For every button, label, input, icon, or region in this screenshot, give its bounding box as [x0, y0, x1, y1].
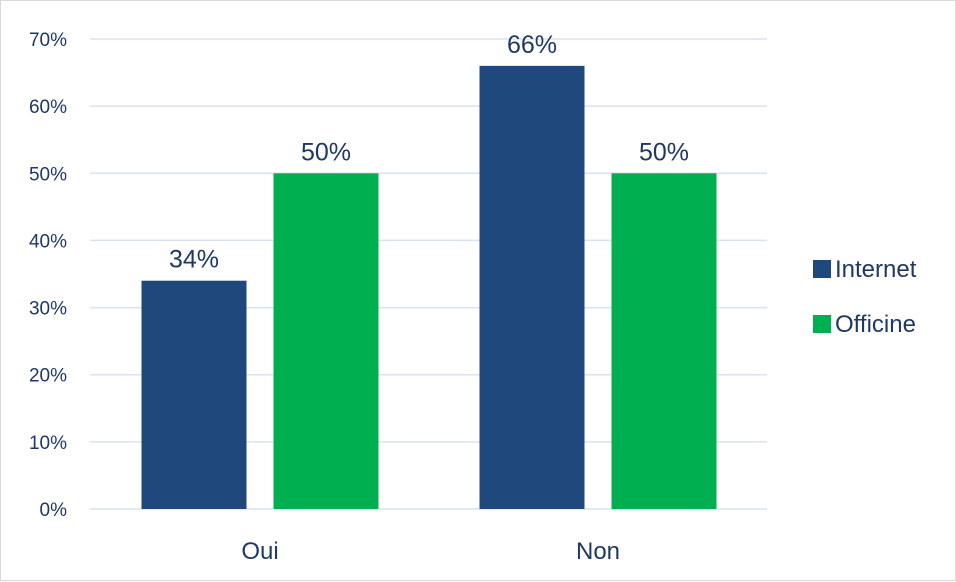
data-label: 66% — [507, 31, 557, 59]
y-tick-label: 60% — [29, 97, 67, 118]
legend-swatch-internet — [813, 260, 831, 278]
bars — [141, 65, 717, 510]
y-tick-label: 10% — [29, 433, 67, 454]
legend-label: Internet — [835, 256, 917, 283]
bar-internet-oui — [141, 280, 247, 509]
bar-officine-oui — [273, 173, 379, 510]
bar-internet-non — [479, 65, 585, 509]
y-tick-label: 20% — [29, 366, 67, 387]
legend: Internet Officine — [813, 256, 917, 338]
y-tick-label: 40% — [29, 231, 67, 252]
x-axis-categories: Oui Non — [241, 538, 620, 565]
legend-swatch-officine — [813, 315, 831, 333]
bar-officine-non — [611, 173, 717, 510]
y-tick-label: 0% — [40, 500, 68, 521]
data-label: 50% — [639, 138, 689, 166]
data-labels: 34% 66% 50% 50% — [169, 31, 689, 274]
y-tick-label: 50% — [29, 164, 67, 185]
data-label: 50% — [301, 138, 351, 166]
x-category-label: Non — [576, 538, 620, 565]
y-tick-label: 30% — [29, 299, 67, 320]
y-tick-label: 70% — [29, 30, 67, 51]
y-axis-ticks: 0% 10% 20% 30% 40% 50% 60% 70% — [29, 30, 67, 521]
data-label: 34% — [169, 246, 219, 274]
x-category-label: Oui — [241, 538, 278, 565]
legend-label: Officine — [835, 311, 916, 338]
